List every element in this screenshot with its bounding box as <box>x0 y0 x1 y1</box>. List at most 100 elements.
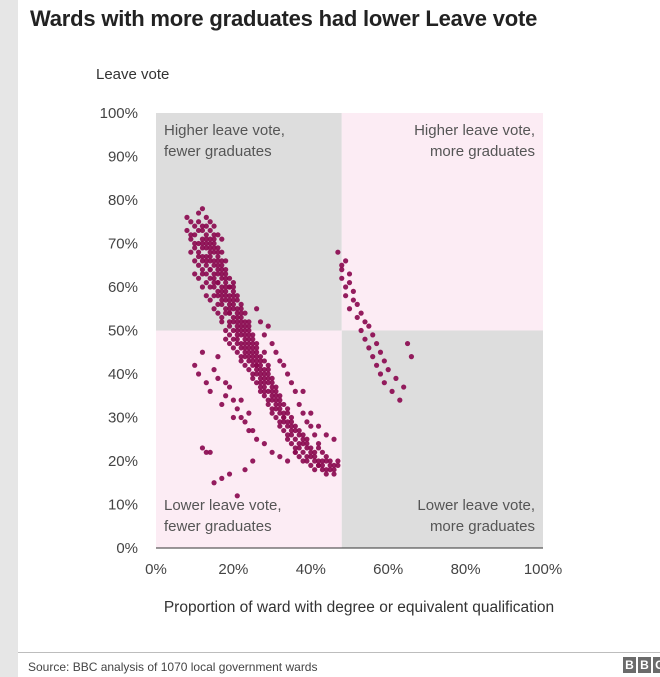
data-point <box>323 458 329 464</box>
data-point <box>350 288 356 294</box>
data-point <box>323 432 329 438</box>
data-point <box>238 332 244 338</box>
data-point <box>257 375 264 381</box>
data-point <box>250 349 256 355</box>
data-point <box>230 336 236 342</box>
data-point <box>277 406 283 412</box>
data-point <box>358 327 364 334</box>
data-point <box>246 340 252 347</box>
data-point <box>281 419 287 425</box>
data-point <box>284 432 291 438</box>
data-point <box>246 410 252 416</box>
data-point <box>226 384 233 390</box>
data-point <box>230 414 236 421</box>
data-point <box>269 384 275 390</box>
data-point <box>211 284 217 290</box>
data-point <box>281 427 287 434</box>
data-point <box>296 445 302 451</box>
data-point <box>199 223 206 229</box>
data-point <box>300 441 306 447</box>
data-point <box>300 458 306 464</box>
data-point <box>192 223 198 229</box>
data-point <box>257 362 264 368</box>
data-point <box>242 323 248 329</box>
data-point <box>230 293 236 299</box>
quadrant-background <box>341 330 543 548</box>
data-point <box>254 354 260 360</box>
data-point <box>246 427 252 434</box>
data-point <box>381 358 387 364</box>
data-point <box>192 271 198 277</box>
data-point <box>195 210 202 216</box>
quadrant-label-line: fewer graduates <box>164 143 272 160</box>
data-point <box>234 336 240 342</box>
data-point <box>242 467 248 473</box>
chart-title: Wards with more graduates had lower Leav… <box>30 6 538 31</box>
data-point <box>223 327 229 334</box>
data-point <box>242 319 248 325</box>
data-point <box>308 449 314 455</box>
data-point <box>250 332 256 338</box>
data-point <box>219 275 225 281</box>
data-point <box>393 375 399 381</box>
data-point <box>226 319 233 325</box>
data-point <box>346 306 353 312</box>
data-point <box>203 271 209 277</box>
data-point <box>319 449 326 455</box>
data-point <box>203 380 209 386</box>
data-point <box>284 423 291 429</box>
data-point <box>323 467 329 473</box>
data-point <box>370 354 376 360</box>
y-tick-label: 50% <box>108 323 138 340</box>
data-point <box>203 293 209 299</box>
data-point <box>219 271 225 277</box>
data-point <box>242 419 248 425</box>
data-point <box>257 384 264 390</box>
data-point <box>199 253 206 260</box>
data-point <box>265 371 271 377</box>
data-point <box>288 432 295 438</box>
data-point <box>230 306 236 312</box>
data-point <box>308 445 314 451</box>
data-point <box>195 275 202 281</box>
data-point <box>265 367 271 373</box>
data-point <box>273 388 279 394</box>
source-note: Source: BBC analysis of 1070 local gover… <box>28 660 318 674</box>
data-point <box>246 332 252 338</box>
quadrant-label-line: Lower leave vote, <box>417 497 535 514</box>
data-point <box>250 354 256 360</box>
data-point <box>203 258 209 264</box>
data-point <box>219 262 225 268</box>
data-point <box>277 454 283 460</box>
data-point <box>242 327 248 334</box>
data-point <box>273 349 279 355</box>
data-point <box>199 206 206 212</box>
data-point <box>203 232 209 238</box>
data-point <box>195 249 202 255</box>
data-point <box>288 414 295 421</box>
data-point <box>199 240 206 247</box>
data-point <box>188 236 194 242</box>
data-point <box>238 358 244 364</box>
data-point <box>269 410 275 416</box>
quadrant-label-line: Higher leave vote, <box>164 122 285 139</box>
data-point <box>211 223 217 229</box>
data-point <box>308 410 314 416</box>
quadrant-background <box>156 330 342 548</box>
quadrant-background <box>341 113 543 331</box>
data-point <box>238 345 244 351</box>
data-point <box>254 349 260 355</box>
data-point <box>346 280 353 286</box>
data-point <box>238 314 244 321</box>
data-point <box>254 436 260 442</box>
data-point <box>304 458 310 464</box>
data-point <box>261 441 267 447</box>
data-point <box>219 249 225 255</box>
data-point <box>269 340 275 347</box>
data-point <box>269 393 275 399</box>
data-point <box>261 380 267 386</box>
data-point <box>300 410 306 416</box>
data-point <box>226 306 233 312</box>
data-point <box>397 397 403 403</box>
data-point <box>207 249 213 255</box>
